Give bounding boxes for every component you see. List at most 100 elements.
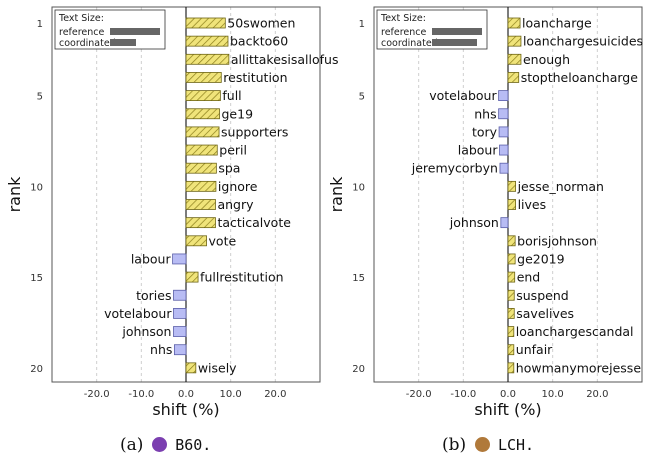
panel-a-bar-label: allittakesisallofus <box>231 52 339 67</box>
panel-b-bar-label: howmanymorejesse <box>516 360 642 375</box>
panel-a-bar <box>185 144 218 156</box>
panel-a-bar <box>185 362 197 374</box>
panel-b-bar-label: labour <box>458 143 499 158</box>
panel-a-bar-label: labour <box>131 251 172 266</box>
panel-b-bar <box>507 271 516 283</box>
panel-b-bar-label: loanchargesuicides <box>523 34 643 49</box>
panel-a-bar-label: ignore <box>218 179 258 194</box>
panel-a-bar-label: full <box>222 88 241 103</box>
panel-a-legend-label: coordinated <box>59 38 116 49</box>
panel-b-bar <box>507 289 515 301</box>
panel-a-bar-label: spa <box>218 161 240 176</box>
caption-b-dot <box>474 437 490 452</box>
panel-a-bar <box>185 199 216 210</box>
panel-b-x-tick-label: 20.0 <box>586 389 608 400</box>
panel-b-y-axis-label: rank <box>327 176 346 213</box>
panel-b-bar <box>507 180 516 192</box>
caption-b-code: LCH. <box>497 436 535 454</box>
panel-b-bar-label: jeremycorbyn <box>411 161 498 176</box>
panel-b-x-tick-label: -10.0 <box>450 389 476 400</box>
panel-b-bar <box>507 235 516 247</box>
panel-a-bar <box>172 253 187 265</box>
panel-a-bar-label: 50swomen <box>227 16 295 31</box>
panel-a-legend-bar <box>110 39 136 46</box>
panel-a-bar-label: angry <box>217 197 254 212</box>
panel-b-bar <box>507 253 516 265</box>
panel-a-bar-label: supporters <box>221 124 288 139</box>
panel-a-bar <box>185 53 230 65</box>
panel-b-bar-label: votelabour <box>429 88 497 103</box>
panel-a-bar <box>185 35 229 47</box>
panel-a-bar-label: backto60 <box>230 34 288 49</box>
panel-b-bar-label: loanchargescandal <box>516 324 634 339</box>
panel-a-bar-label: tacticalvote <box>217 215 291 230</box>
panel-b-bar-label: lives <box>518 197 547 212</box>
panel-b-bar <box>498 108 509 120</box>
caption-a: (a) B60. <box>120 435 211 455</box>
panel-a-bar <box>173 289 187 301</box>
panel-a-bar <box>185 217 216 229</box>
panel-a-y-tick-label: 5 <box>37 92 43 103</box>
panel-b-bar <box>500 217 509 229</box>
panel-b-bar-label: savelives <box>516 306 574 321</box>
panel-a-bar <box>185 162 217 174</box>
panel-a-bar <box>185 72 222 83</box>
panel-b-x-tick-label: -20.0 <box>406 389 432 400</box>
panel-b-bar <box>507 362 515 374</box>
panel-a-y-tick-label: 10 <box>30 182 43 193</box>
panel-b-bar <box>499 162 509 174</box>
panel-a-bar-label: tories <box>136 288 171 303</box>
panel-b-bar-label: unfair <box>516 342 553 357</box>
panel-b-y-tick-label: 5 <box>359 92 365 103</box>
panel-b-bar <box>507 72 520 83</box>
panel-a-x-tick-label: 20.0 <box>264 389 286 400</box>
panel-b-y-tick-label: 20 <box>352 364 365 375</box>
panel-b-bar-label: jesse_norman <box>517 179 604 194</box>
panel-b-bar-label: nhs <box>474 106 496 121</box>
panel-b-y-tick-label: 10 <box>352 182 365 193</box>
panel-b-bar-label: tory <box>472 124 498 139</box>
panel-b-bar <box>498 90 509 101</box>
panel-a-bar-label: restitution <box>223 70 287 85</box>
panel-a-x-axis-label: shift (%) <box>152 400 219 419</box>
caption-a-prefix: (a) <box>120 435 144 455</box>
panel-a-bar <box>185 17 226 29</box>
panel-a-bar-label: peril <box>219 143 247 158</box>
panel-a-bar-label: vote <box>209 233 237 248</box>
panel-a-bar <box>173 326 187 337</box>
panel-b-x-tick-label: 10.0 <box>542 389 564 400</box>
caption-a-code: B60. <box>175 436 212 454</box>
panel-a-legend-title: Text Size: <box>58 13 104 24</box>
panel-a-bar-label: votelabour <box>104 306 172 321</box>
panel-b-bar <box>507 326 515 337</box>
panel-b-bar-label: suspend <box>516 288 568 303</box>
panel-a-bar <box>185 271 199 283</box>
panel-b-bar-label: borisjohnson <box>517 233 597 248</box>
panel-a-x-tick-label: 10.0 <box>220 389 242 400</box>
panel-a-bar <box>185 90 221 101</box>
panel-a-y-tick-label: 15 <box>30 273 43 284</box>
panel-a-bar-label: ge19 <box>222 106 254 121</box>
panel-a-bar <box>173 344 187 356</box>
panel-b-bar <box>498 126 509 138</box>
panel-b-legend-title: Text Size: <box>380 13 426 24</box>
panel-b-x-tick-label: 0.0 <box>500 389 516 400</box>
panel-b-bar-label: stoptheloancharge <box>521 70 639 85</box>
panel-b-bar-label: johnson <box>449 215 499 230</box>
panel-a-bar-label: fullrestitution <box>200 270 283 285</box>
panel-a-y-tick-label: 1 <box>37 19 43 30</box>
panel-b-y-tick-label: 1 <box>359 19 365 30</box>
panel-b-bar <box>499 144 509 156</box>
panel-b-bar <box>507 307 515 319</box>
panel-a-bar <box>185 180 217 192</box>
caption-b: (b) LCH. <box>442 435 534 455</box>
panel-b-bar-label: ge2019 <box>517 251 564 266</box>
panel-b-bar-label: loancharge <box>522 16 592 31</box>
panel-a-x-tick-label: -20.0 <box>84 389 110 400</box>
panel-a-y-tick-label: 20 <box>30 364 43 375</box>
panel-b-bar-label: end <box>517 270 541 285</box>
panel-a-bar <box>173 307 187 319</box>
